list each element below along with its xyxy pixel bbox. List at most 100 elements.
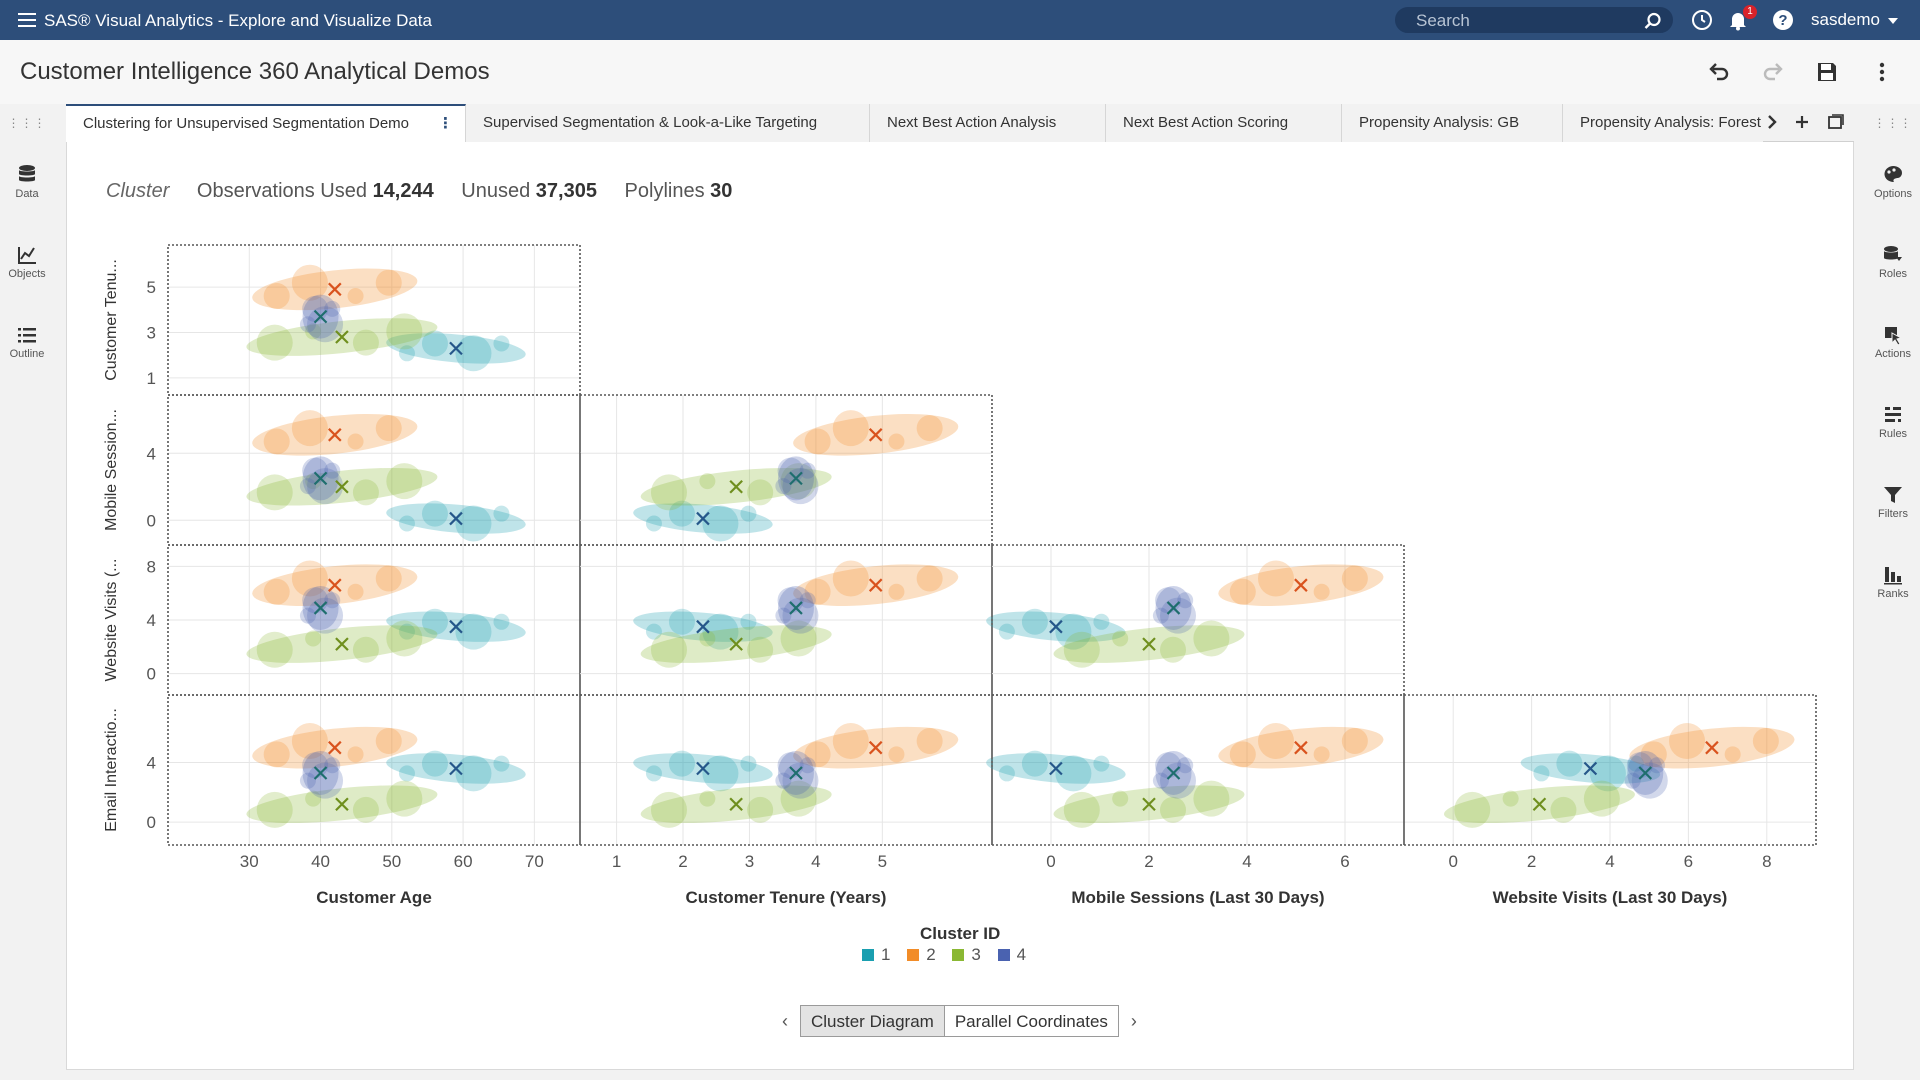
- tab-propensity-gb[interactable]: Propensity Analysis: GB: [1342, 104, 1563, 142]
- rail-item-data[interactable]: Data: [0, 164, 54, 200]
- right-pane-rail: ⋮⋮⋮ Options Roles Actions Rules Filters …: [1866, 104, 1920, 1080]
- recent-icon[interactable]: [1691, 9, 1713, 31]
- grip-icon[interactable]: ⋮⋮⋮: [1873, 116, 1913, 130]
- y-tick-label: 0: [147, 511, 156, 530]
- maximize-icon[interactable]: [1826, 112, 1846, 132]
- data-bubble: [299, 607, 316, 624]
- legend-item[interactable]: 2: [907, 945, 936, 965]
- matrix-cell: [1403, 694, 1817, 846]
- tab-clustering[interactable]: Clustering for Unsupervised Segmentation…: [66, 104, 466, 143]
- rail-item-objects[interactable]: Objects: [0, 244, 54, 280]
- data-bubble: [386, 313, 423, 350]
- hamburger-menu-icon[interactable]: [18, 13, 36, 27]
- report-header: [0, 40, 1920, 104]
- data-bubble: [1177, 757, 1194, 774]
- legend-item[interactable]: 4: [997, 945, 1026, 965]
- tab-next-best-action-scoring[interactable]: Next Best Action Scoring: [1106, 104, 1342, 142]
- save-icon[interactable]: [1815, 60, 1839, 84]
- next-view-icon[interactable]: ›: [1130, 1011, 1137, 1031]
- x-tick-label: 5: [878, 852, 887, 871]
- help-icon[interactable]: ?: [1772, 9, 1794, 31]
- x-tick-label: 4: [1605, 852, 1614, 871]
- centroid-marker: [729, 479, 743, 494]
- data-bubble: [493, 613, 510, 630]
- cluster-stats: Cluster Observations Used 14,244 Unused …: [106, 180, 754, 203]
- centroid-marker: [1583, 761, 1598, 776]
- rail-item-rules[interactable]: Rules: [1866, 404, 1920, 440]
- polylines-label: Polylines: [624, 180, 705, 202]
- data-bubble: [324, 462, 341, 479]
- centroid-marker: [1166, 601, 1181, 615]
- rail-item-actions[interactable]: Actions: [1866, 324, 1920, 360]
- user-menu[interactable]: sasdemo: [1811, 10, 1898, 30]
- centroid-marker: [1049, 619, 1063, 634]
- tab-supervised-segmentation[interactable]: Supervised Segmentation & Look-a-Like Ta…: [466, 104, 870, 142]
- data-bubble: [804, 741, 831, 768]
- centroid-marker: [328, 428, 342, 442]
- add-page-icon[interactable]: [1792, 112, 1812, 132]
- data-bubble: [780, 780, 817, 817]
- tab-label: Clustering for Unsupervised Segmentation…: [83, 115, 409, 132]
- cluster-diagram-button[interactable]: Cluster Diagram: [800, 1005, 945, 1037]
- data-bubble: [916, 565, 943, 592]
- search-input[interactable]: [1416, 10, 1636, 32]
- stats-label: Cluster: [106, 180, 170, 202]
- data-bubble: [888, 583, 905, 600]
- x-tick-label: 4: [811, 852, 820, 871]
- database-icon: [19, 165, 35, 182]
- centroid-marker: [1532, 797, 1547, 812]
- rail-item-filters[interactable]: Filters: [1866, 484, 1920, 520]
- centroid-marker: [1705, 740, 1719, 755]
- x-axis-label: Website Visits (Last 30 Days): [1493, 888, 1728, 907]
- data-bubble: [375, 269, 402, 296]
- rail-item-roles[interactable]: Roles: [1866, 244, 1920, 280]
- search-icon[interactable]: [1644, 12, 1662, 30]
- x-tick-label: 4: [1242, 852, 1251, 871]
- undo-icon[interactable]: [1707, 60, 1731, 84]
- polylines: Polylines 30: [625, 180, 733, 202]
- previous-view-icon[interactable]: ‹: [782, 1011, 788, 1031]
- search-box[interactable]: [1395, 7, 1673, 33]
- rail-item-options[interactable]: Options: [1866, 164, 1920, 200]
- tab-menu-icon[interactable]: ⋮: [438, 115, 453, 132]
- redo-icon[interactable]: [1761, 60, 1785, 84]
- filter-icon: [1884, 487, 1902, 503]
- data-bubble: [740, 505, 757, 522]
- data-bubble: [324, 592, 341, 609]
- ranks-icon: [1884, 567, 1902, 585]
- x-tick-label: 6: [1684, 852, 1693, 871]
- data-bubble: [650, 474, 687, 511]
- data-bubble: [398, 623, 415, 640]
- rail-item-outline[interactable]: Outline: [0, 324, 54, 360]
- tab-propensity-forest[interactable]: Propensity Analysis: Forest: [1563, 104, 1763, 142]
- top-bar: SAS® Visual Analytics - Explore and Visu…: [0, 0, 1920, 40]
- notifications-icon[interactable]: [1727, 9, 1749, 31]
- x-tick-label: 3: [745, 852, 754, 871]
- data-bubble: [799, 462, 816, 479]
- tab-next-best-action-analysis[interactable]: Next Best Action Analysis: [870, 104, 1106, 142]
- rail-item-ranks[interactable]: Ranks: [1866, 564, 1920, 600]
- legend-item[interactable]: 3: [952, 945, 981, 965]
- legend-item[interactable]: 1: [862, 945, 890, 965]
- data-bubble: [775, 772, 792, 789]
- svg-text:?: ?: [1778, 12, 1787, 29]
- scroll-tabs-right-icon[interactable]: [1762, 112, 1782, 132]
- data-bubble: [375, 565, 402, 592]
- data-bubble: [375, 415, 402, 442]
- parallel-coordinates-button[interactable]: Parallel Coordinates: [944, 1005, 1119, 1037]
- centroid-marker: [335, 637, 349, 651]
- data-bubble: [668, 750, 695, 777]
- centroid-marker: [449, 619, 463, 634]
- cluster-scatter-matrix[interactable]: 1 3 5 Customer Tenu... 0 4 Mobile Session... 0 4…: [90, 230, 1840, 920]
- centroid-marker: [313, 601, 328, 615]
- more-options-icon[interactable]: [1870, 60, 1894, 84]
- centroid-marker: [1142, 797, 1156, 812]
- rail-label: Objects: [8, 268, 46, 280]
- roles-icon: [1884, 246, 1902, 261]
- data-bubble: [1093, 613, 1110, 630]
- grip-icon[interactable]: ⋮⋮⋮: [7, 116, 47, 130]
- legend-title: Cluster ID: [920, 924, 1001, 943]
- centroid-marker: [335, 479, 349, 494]
- data-bubble: [1093, 755, 1110, 772]
- y-axis-label: Email Interactio...: [103, 708, 120, 832]
